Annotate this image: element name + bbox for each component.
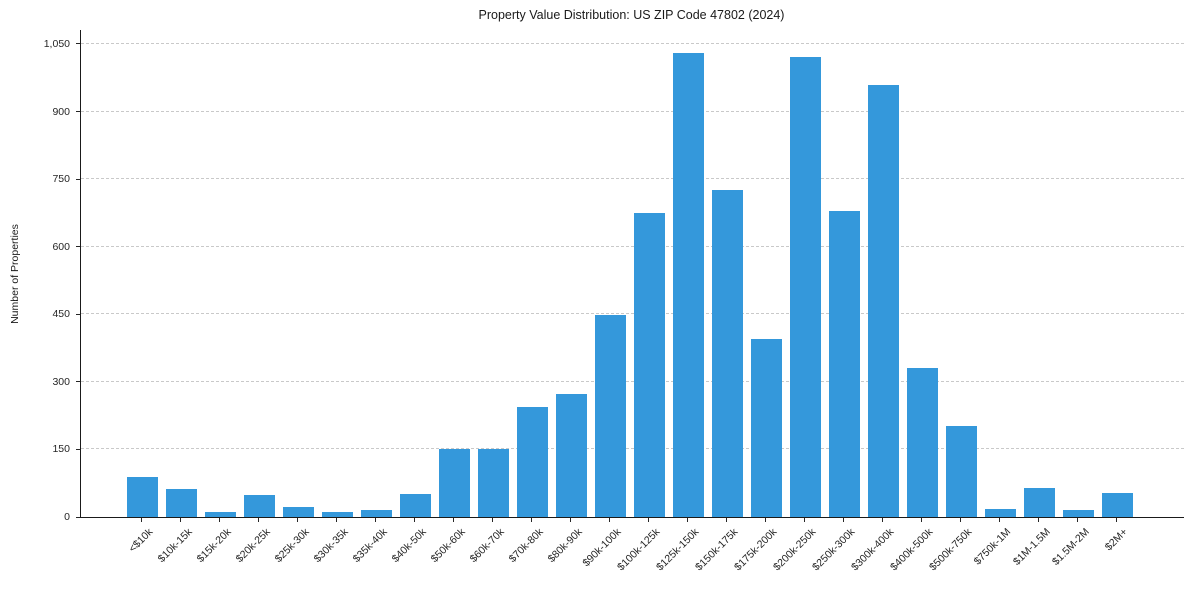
x-tick-mark — [803, 518, 805, 522]
y-tick-mark — [76, 111, 80, 113]
bar-$300k-400k — [867, 85, 899, 517]
x-tick-label: $80k-90k — [545, 526, 585, 566]
bar-$30k-35k — [321, 511, 353, 517]
x-tick-mark — [1037, 518, 1039, 522]
x-tick-mark — [413, 518, 415, 522]
bar-$100k-125k — [633, 212, 665, 517]
x-tick-mark — [647, 518, 649, 522]
x-tick-mark — [452, 518, 454, 522]
x-tick-mark — [725, 518, 727, 522]
x-tick-label: $50k-60k — [428, 526, 468, 566]
y-tick-mark — [76, 516, 80, 518]
y-tick-label: 300 — [52, 375, 70, 388]
y-axis-title: Number of Properties — [9, 223, 21, 324]
y-tick-label: 600 — [52, 240, 70, 253]
x-tick-mark — [998, 518, 1000, 522]
x-tick-mark — [686, 518, 688, 522]
x-tick-mark — [296, 518, 298, 522]
bar-<$10k — [126, 477, 158, 517]
gridline — [81, 245, 1184, 247]
x-tick-mark — [179, 518, 181, 522]
x-tick-mark — [530, 518, 532, 522]
x-tick-label: $15k-20k — [194, 526, 234, 566]
bar-$15k-20k — [204, 511, 236, 517]
bar-$200k-250k — [789, 56, 821, 517]
y-tick-mark — [76, 381, 80, 383]
x-tick-label: $30k-35k — [311, 526, 351, 566]
x-tick-mark — [764, 518, 766, 522]
gridline — [81, 178, 1184, 180]
bar-$90k-100k — [594, 315, 626, 517]
bar-$2M+ — [1101, 493, 1133, 517]
x-tick-mark — [1076, 518, 1078, 522]
bar-$175k-200k — [750, 338, 782, 517]
x-tick-label: <$10k — [126, 526, 156, 555]
bar-$1.5M-2M — [1062, 510, 1094, 517]
x-tick-label: $1M-1.5M — [1010, 526, 1053, 568]
x-tick-label: $750k-1M — [971, 526, 1014, 568]
gridline — [81, 110, 1184, 112]
bar-$80k-90k — [555, 394, 587, 517]
x-tick-mark — [491, 518, 493, 522]
gridline — [81, 42, 1184, 44]
x-tick-label: $25k-30k — [272, 526, 312, 566]
x-tick-mark — [959, 518, 961, 522]
x-tick-mark — [140, 518, 142, 522]
x-tick-mark — [608, 518, 610, 522]
x-tick-mark — [920, 518, 922, 522]
x-tick-mark — [218, 518, 220, 522]
x-tick-label: $2M+ — [1103, 526, 1131, 554]
y-tick-mark — [76, 246, 80, 248]
y-tick-mark — [76, 178, 80, 180]
bar-$500k-750k — [945, 425, 977, 517]
y-tick-mark — [76, 43, 80, 45]
bar-$1M-1.5M — [1023, 487, 1055, 517]
gridline — [81, 313, 1184, 315]
bar-$70k-80k — [516, 406, 548, 517]
x-tick-label: $60k-70k — [467, 526, 507, 566]
x-tick-label: $10k-15k — [155, 526, 195, 566]
x-tick-label: $40k-50k — [389, 526, 429, 566]
y-tick-mark — [76, 448, 80, 450]
x-tick-mark — [842, 518, 844, 522]
y-tick-label: 450 — [52, 308, 70, 321]
bar-$10k-15k — [165, 489, 197, 517]
bar-$40k-50k — [399, 494, 431, 517]
x-tick-mark — [881, 518, 883, 522]
y-tick-label: 150 — [52, 443, 70, 456]
bar-$400k-500k — [906, 368, 938, 517]
bar-$125k-150k — [672, 52, 704, 517]
x-tick-label: $70k-80k — [506, 526, 546, 566]
y-axis-title-wrap: Number of Properties — [2, 30, 28, 517]
x-tick-mark — [569, 518, 571, 522]
x-tick-label: $1.5M-2M — [1049, 526, 1092, 568]
plot-area — [80, 30, 1184, 518]
x-tick-mark — [1115, 518, 1117, 522]
y-tick-label: 900 — [52, 105, 70, 118]
bar-$50k-60k — [438, 448, 470, 517]
y-tick-label: 1,050 — [43, 37, 70, 50]
bar-$750k-1M — [984, 508, 1016, 517]
y-tick-label: 750 — [52, 173, 70, 186]
bar-$35k-40k — [360, 509, 392, 517]
bar-$150k-175k — [711, 190, 743, 517]
bar-$20k-25k — [243, 495, 275, 517]
chart-title: Property Value Distribution: US ZIP Code… — [478, 8, 785, 22]
x-tick-mark — [257, 518, 259, 522]
gridline — [81, 448, 1184, 450]
bar-$60k-70k — [477, 449, 509, 517]
bar-$25k-30k — [282, 507, 314, 517]
x-tick-label: $20k-25k — [233, 526, 273, 566]
gridline — [81, 380, 1184, 382]
y-tick-mark — [76, 313, 80, 315]
x-tick-mark — [335, 518, 337, 522]
bar-$250k-300k — [828, 210, 860, 517]
y-tick-label: 0 — [64, 511, 70, 523]
x-tick-mark — [374, 518, 376, 522]
x-tick-label: $35k-40k — [350, 526, 390, 566]
